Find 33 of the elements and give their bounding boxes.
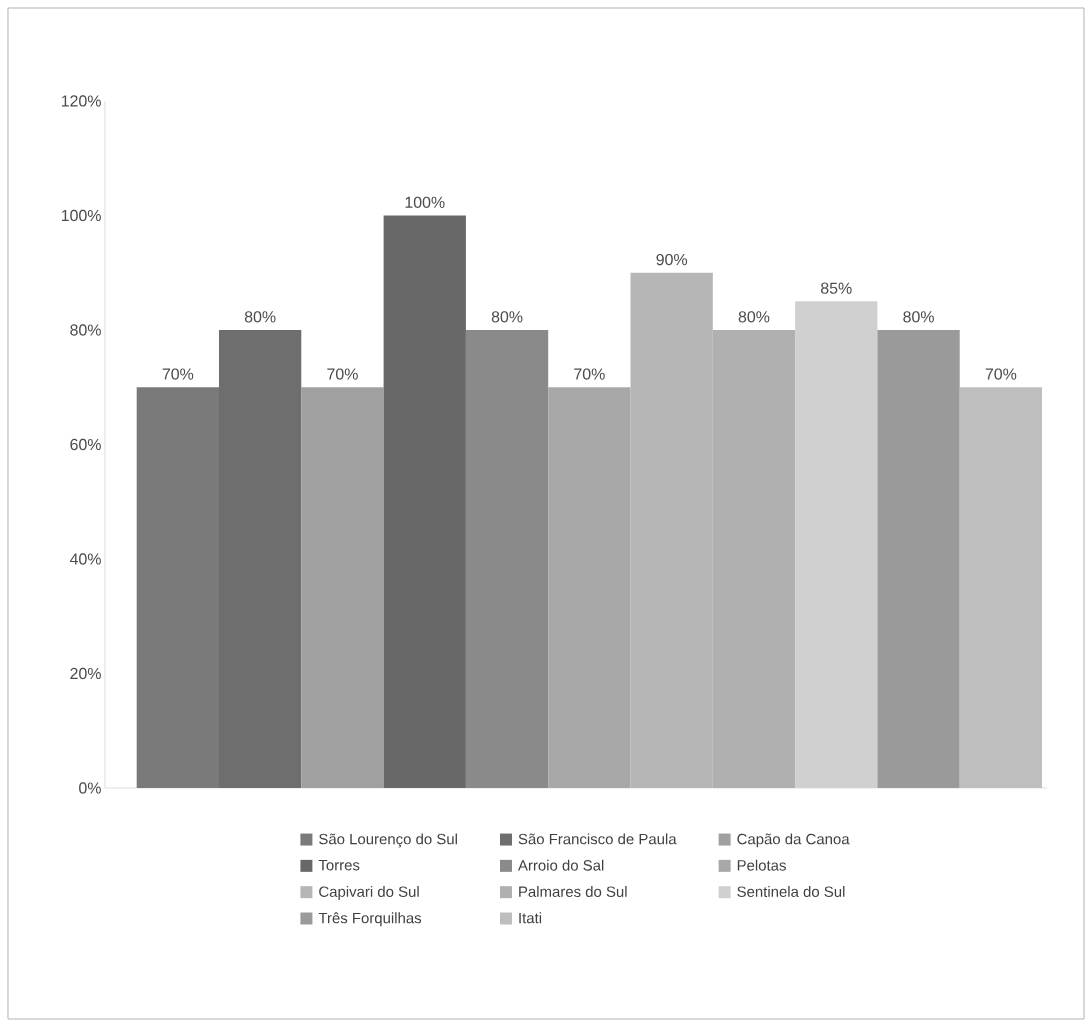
data-label: 100% (405, 196, 445, 208)
legend-label: Itati (519, 912, 542, 924)
legend-label: São Francisco de Paula (518, 833, 677, 845)
data-label: 90% (656, 253, 688, 266)
y-tick-label: 40% (69, 553, 101, 565)
bar (795, 301, 878, 788)
data-label: 70% (574, 368, 605, 380)
legend-label: Capão da Canoa (737, 833, 850, 848)
legend-label: Pelotas (737, 859, 786, 871)
legend-label: Torres (318, 859, 360, 871)
legend-label: Três Forquilhas (318, 912, 422, 927)
data-label: 80% (903, 311, 934, 323)
legend-label: Palmares do Sul (519, 886, 627, 897)
data-label: 70% (162, 368, 194, 380)
y-tick-label: 20% (70, 667, 101, 680)
legend-label: Sentinela do Sul (737, 886, 845, 897)
y-tick-label: 100% (61, 209, 101, 222)
legend-label: Capivari do Sul (319, 886, 419, 900)
y-tick-label: 80% (70, 324, 101, 336)
bar (465, 329, 549, 788)
data-label: 80% (244, 311, 276, 323)
bar (383, 215, 466, 788)
y-tick-label: 120% (61, 95, 101, 107)
data-label: 70% (985, 368, 1017, 380)
legend-label: São Lourenço do Sul (319, 833, 457, 848)
data-label: 80% (738, 311, 770, 323)
bar (959, 387, 1043, 788)
y-tick-label: 0% (79, 782, 101, 794)
data-label: 80% (491, 311, 523, 323)
legend-label: Arroio do Sal (518, 859, 604, 871)
y-tick-label: 60% (70, 438, 101, 451)
data-label: 70% (327, 368, 358, 380)
data-label: 85% (821, 282, 852, 294)
